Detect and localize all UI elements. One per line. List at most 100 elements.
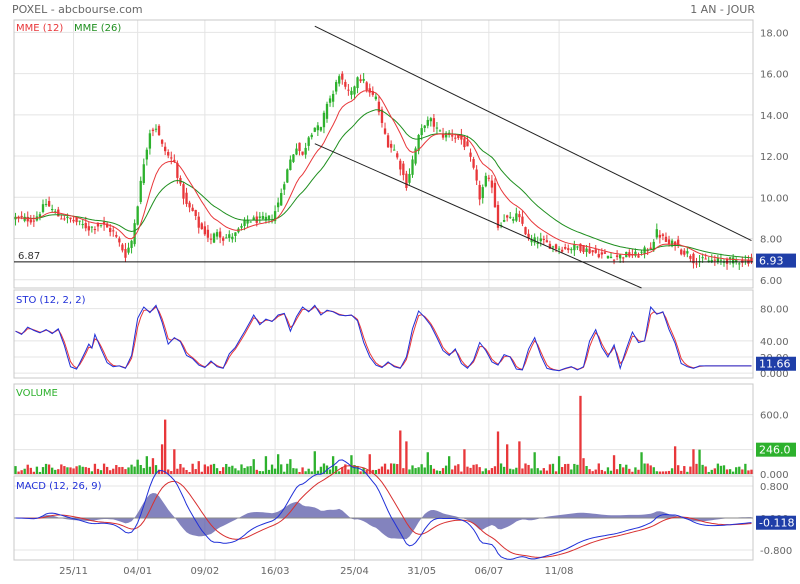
volume-bar — [545, 470, 549, 474]
price-panel-frame — [13, 19, 754, 289]
price-candle-body — [719, 259, 723, 261]
price-y-tick-label: 18.00 — [760, 28, 789, 39]
price-candle-body — [609, 256, 613, 259]
price-candle-body — [325, 103, 329, 119]
price-y-tick-label: 8.00 — [760, 235, 782, 246]
volume-bar — [237, 470, 240, 474]
price-candle-body — [533, 237, 536, 243]
chart-source-title: POXEL - abcbourse.com — [12, 3, 143, 16]
price-candle-body — [454, 137, 457, 139]
price-candle-body — [313, 127, 316, 132]
volume-bar — [313, 451, 316, 474]
price-candle-body — [438, 130, 442, 132]
volume-bar — [731, 471, 735, 474]
x-axis-date-label: 16/03 — [261, 566, 290, 577]
price-candle-body — [664, 236, 668, 242]
volume-bar — [481, 471, 484, 474]
price-candle-body — [377, 101, 381, 113]
price-candle-body — [634, 251, 637, 256]
volume-bar — [622, 467, 625, 474]
volume-bar — [286, 463, 289, 474]
price-candle-body — [246, 219, 249, 224]
volume-bar — [478, 467, 481, 474]
price-candle-body — [521, 216, 524, 224]
sto-line — [15, 304, 752, 372]
volume-bar — [234, 468, 237, 474]
volume-bar — [304, 471, 307, 474]
volume-bar — [148, 466, 152, 474]
volume-bar — [420, 464, 423, 474]
volume-bar — [466, 466, 469, 474]
volume-bar — [564, 464, 567, 474]
x-axis-date-label: 06/07 — [474, 566, 503, 577]
volume-bar — [396, 464, 399, 474]
volume-bar — [512, 469, 515, 474]
volume-bar — [557, 456, 561, 474]
sto-last-value: 11.66 — [759, 358, 791, 371]
price-candle-body — [386, 135, 390, 148]
trend-channel-line — [314, 143, 642, 289]
price-candle-body — [646, 250, 649, 252]
volume-bar — [509, 468, 512, 474]
price-candle-body — [188, 202, 191, 208]
volume-bar — [35, 466, 39, 474]
price-candle-body — [680, 249, 683, 255]
volume-bar — [606, 467, 610, 474]
volume-bar — [469, 467, 472, 474]
price-candle-body — [142, 164, 145, 184]
price-candle-body — [38, 214, 42, 218]
price-candle-body — [252, 217, 255, 221]
price-candle-body — [735, 259, 738, 262]
volume-bar — [154, 465, 158, 474]
price-candle-body — [512, 219, 515, 221]
price-candle-body — [426, 119, 429, 126]
price-candle-body — [359, 79, 362, 82]
volume-bar — [157, 469, 161, 474]
volume-bar — [267, 469, 271, 474]
volume-bar — [619, 463, 622, 474]
price-candle-body — [594, 249, 597, 253]
price-y-tick-label: 10.00 — [760, 193, 789, 204]
volume-bar — [163, 419, 167, 474]
volume-bar — [90, 471, 94, 474]
volume-bar — [115, 465, 118, 474]
price-candle-body — [560, 249, 564, 252]
volume-bar — [585, 466, 588, 474]
price-candle-body — [145, 149, 148, 160]
volume-bar — [347, 469, 350, 474]
macd-last-value-box — [756, 515, 796, 530]
price-candle-body — [573, 244, 576, 251]
volume-bar — [328, 469, 332, 474]
price-candle-body — [283, 184, 286, 190]
price-candle-body — [396, 153, 399, 158]
volume-bar — [295, 468, 298, 474]
x-axis-date-label: 04/01 — [123, 566, 152, 577]
price-candle-body — [249, 221, 252, 223]
volume-bar — [658, 471, 662, 474]
price-candle-body — [234, 232, 237, 236]
price-candle-body — [570, 249, 573, 251]
volume-bar — [499, 463, 503, 474]
volume-bar — [417, 467, 420, 474]
volume-bar — [66, 467, 69, 474]
price-candle-body — [716, 257, 720, 262]
volume-bar — [185, 470, 188, 474]
volume-bar — [573, 463, 576, 474]
price-candle-body — [160, 139, 164, 144]
legend-ema26: MME (26) — [74, 23, 121, 34]
volume-bar — [496, 431, 500, 474]
volume-bar — [197, 461, 200, 474]
volume-bar — [255, 469, 258, 474]
price-candle-body — [63, 218, 66, 220]
price-candle-body — [173, 159, 176, 162]
price-candle-body — [405, 173, 408, 188]
price-candle-body — [539, 238, 542, 242]
price-candle-body — [600, 252, 604, 255]
volume-bar — [628, 468, 631, 474]
price-candle-body — [17, 216, 20, 218]
price-candle-body — [582, 245, 585, 253]
x-axis-date-label: 25/11 — [59, 566, 88, 577]
volume-bar — [69, 467, 72, 474]
volume-bar — [72, 468, 75, 474]
